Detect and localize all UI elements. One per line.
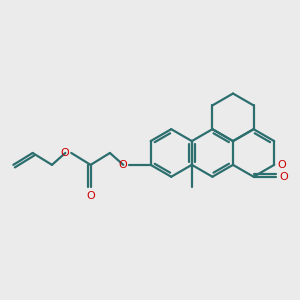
Text: O: O — [60, 148, 69, 158]
Text: O: O — [118, 160, 127, 170]
Text: O: O — [278, 160, 286, 170]
Text: O: O — [280, 172, 288, 182]
Text: O: O — [86, 191, 95, 201]
